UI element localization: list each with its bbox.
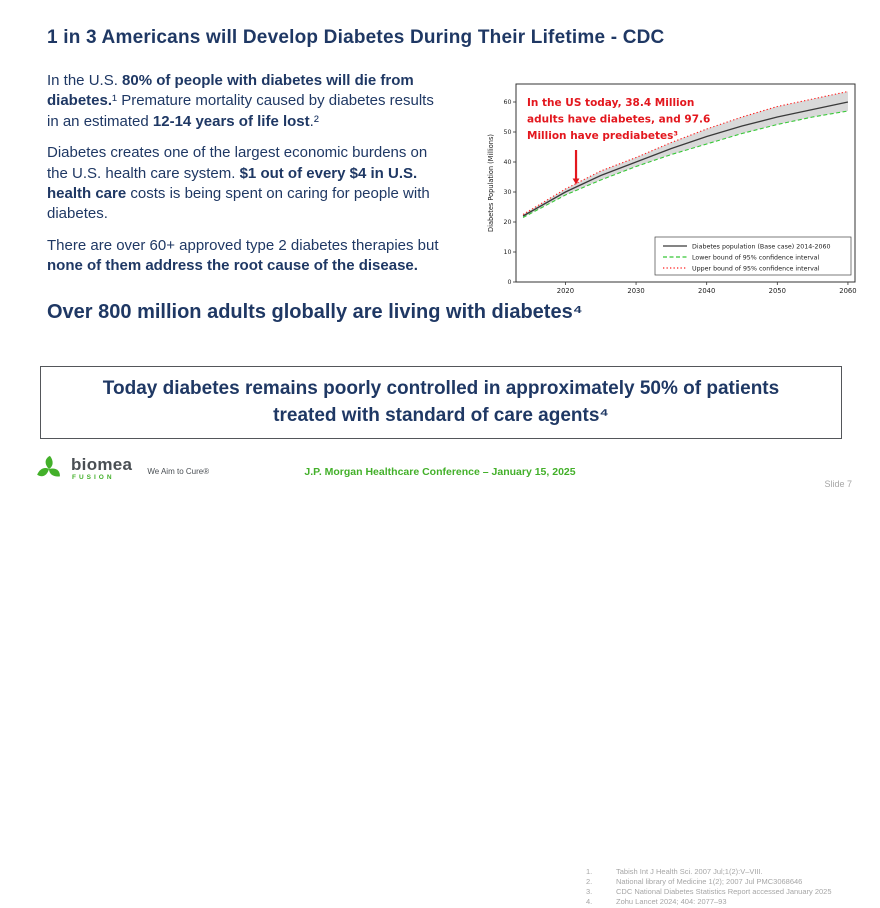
svg-text:2030: 2030 xyxy=(627,287,644,295)
reference-item: 3. CDC National Diabetes Statistics Repo… xyxy=(586,887,858,897)
svg-text:10: 10 xyxy=(503,249,511,256)
reference-text: CDC National Diabetes Statistics Report … xyxy=(616,887,832,897)
global-diabetes-headline: Over 800 million adults globally are liv… xyxy=(47,301,583,323)
callout-box: Today diabetes remains poorly controlled… xyxy=(40,366,842,440)
reference-text: Tabish Int J Health Sci. 2007 Jul;1(2):V… xyxy=(616,867,763,876)
references: 1. Tabish Int J Health Sci. 2007 Jul;1(2… xyxy=(586,867,858,908)
svg-text:50: 50 xyxy=(503,129,511,136)
footer: biomea FUSION We Aim to Cure® J.P. Morga… xyxy=(0,431,880,906)
reference-item: 2. National library of Medicine 1(2); 20… xyxy=(586,877,858,887)
brand-tagline: We Aim to Cure® xyxy=(147,466,210,476)
svg-text:In the US today, 38.4 Million: In the US today, 38.4 Million xyxy=(527,97,694,109)
paragraph-therapies: There are over 60+ approved type 2 diabe… xyxy=(47,236,439,275)
biomea-logo: biomea FUSION We Aim to Cure® xyxy=(34,454,209,484)
svg-text:Lower bound of 95% confidence: Lower bound of 95% confidence interval xyxy=(692,254,819,261)
svg-text:2050: 2050 xyxy=(769,287,786,295)
brand-block: biomea FUSION xyxy=(71,456,132,482)
biomea-leaf-icon xyxy=(34,454,64,484)
svg-text:Upper bound of 95% confidence: Upper bound of 95% confidence interval xyxy=(692,265,820,272)
diabetes-projection-chart: 0 10 20 30 40 50 60 2020 2030 2040 2050 2060 Diabete… xyxy=(486,74,860,296)
reference-number: 3. xyxy=(586,887,593,897)
svg-text:40: 40 xyxy=(503,159,511,166)
brand-name: biomea xyxy=(71,455,133,475)
brand-sub: FUSION xyxy=(72,474,115,482)
svg-text:60: 60 xyxy=(503,99,511,106)
svg-text:2040: 2040 xyxy=(698,287,715,295)
svg-text:Million have prediabetes³: Million have prediabetes³ xyxy=(527,130,678,142)
reference-item: 1. Tabish Int J Health Sci. 2007 Jul;1(2… xyxy=(586,867,858,877)
slide: 1 in 3 Americans will Develop Diabetes D… xyxy=(0,27,880,907)
slide-title: 1 in 3 Americans will Develop Diabetes D… xyxy=(47,27,665,48)
svg-text:30: 30 xyxy=(503,189,511,196)
svg-text:0: 0 xyxy=(507,279,511,286)
paragraph-economic-burden: Diabetes creates one of the largest econ… xyxy=(47,144,430,223)
svg-text:Diabetes Population (Millions): Diabetes Population (Millions) xyxy=(487,134,495,232)
svg-text:2060: 2060 xyxy=(839,287,856,295)
paragraph-mortality: In the U.S. 80% of people with diabetes … xyxy=(47,72,434,130)
svg-text:Diabetes population (Base case: Diabetes population (Base case) 2014-206… xyxy=(692,243,831,250)
svg-text:adults have diabetes, and 97.6: adults have diabetes, and 97.6 xyxy=(527,114,710,126)
conference-footer: J.P. Morgan Healthcare Conference – Janu… xyxy=(304,466,576,478)
slide-number: Slide 7 xyxy=(824,479,852,489)
reference-number: 1. xyxy=(586,867,593,876)
svg-text:2020: 2020 xyxy=(557,287,574,295)
reference-text: Zohu Lancet 2024; 404: 2077–93 xyxy=(616,897,727,907)
callout-text: Today diabetes remains poorly controlled… xyxy=(102,378,780,426)
svg-text:20: 20 xyxy=(503,219,511,226)
reference-number: 4. xyxy=(586,897,593,907)
body-text: In the U.S. 80% of people with diabetes … xyxy=(47,71,449,288)
reference-text: National library of Medicine 1(2); 2007 … xyxy=(616,877,803,887)
reference-number: 2. xyxy=(586,877,593,887)
reference-item: 4. Zohu Lancet 2024; 404: 2077–93 xyxy=(586,897,858,907)
